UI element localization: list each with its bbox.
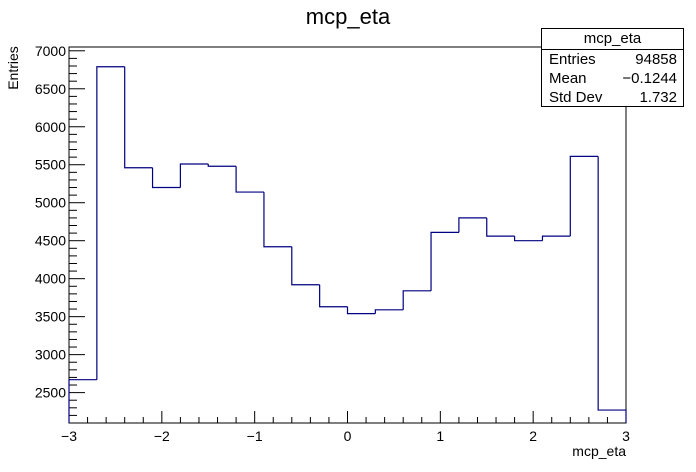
stats-value: −0.1244 [622, 70, 677, 87]
histogram-bin [96, 66, 125, 380]
x-tick-label: 0 [344, 428, 352, 444]
y-tick-label: 5500 [35, 157, 66, 173]
stats-label: Mean [549, 70, 587, 87]
y-tick-label: 4000 [35, 271, 66, 287]
histogram-bin [569, 155, 599, 237]
histogram-bin [319, 284, 348, 308]
histogram-bin [430, 231, 459, 291]
stats-value: 94858 [635, 51, 677, 68]
stats-row-mean: Mean −0.1244 [542, 69, 683, 88]
y-tick-label: 3500 [35, 309, 66, 325]
histogram-bin [402, 290, 432, 310]
stats-box: mcp_eta Entries 94858 Mean −0.1244 Std D… [541, 28, 684, 107]
y-axis-label: Entries [5, 46, 21, 90]
histogram-bin [68, 379, 97, 423]
histogram-bin [597, 156, 627, 423]
histogram-bin [291, 246, 320, 286]
histogram-bin [235, 166, 264, 193]
y-tick-label: 3000 [35, 347, 66, 363]
axis-tick-labels: −3 −2 −1 0 1 2 3 2500 3000 3500 4000 4500 5000 5500 60… [35, 43, 630, 444]
y-tick-label: 5000 [35, 195, 66, 211]
histogram-bin [207, 163, 237, 167]
histogram-bin [458, 217, 487, 233]
x-tick-label: −1 [247, 428, 263, 444]
y-tick-label: 4500 [35, 233, 66, 249]
y-tick-label: 6500 [35, 81, 66, 97]
histogram-bin [179, 163, 209, 188]
histogram-bins [68, 66, 627, 423]
stats-row-stddev: Std Dev 1.732 [542, 88, 683, 107]
histogram-bin [514, 236, 543, 242]
histogram-bin [124, 66, 153, 169]
histogram-bin [151, 167, 181, 189]
x-tick-label: 3 [622, 428, 630, 444]
histogram-bin [541, 235, 571, 241]
histogram-bin [486, 217, 515, 237]
histogram-bin [374, 309, 404, 314]
histogram-bin [346, 306, 376, 315]
stats-label: Std Dev [549, 89, 603, 106]
stats-title: mcp_eta [542, 29, 683, 50]
x-tick-label: 2 [529, 428, 537, 444]
stats-value: 1.732 [639, 89, 677, 106]
chart-title: mcp_eta [306, 4, 391, 29]
y-tick-label: 2500 [35, 385, 66, 401]
x-tick-label: −2 [154, 428, 170, 444]
y-tick-label: 6000 [35, 119, 66, 135]
x-axis-label: mcp_eta [572, 443, 626, 459]
stats-row-entries: Entries 94858 [542, 50, 683, 69]
y-tick-label: 7000 [35, 43, 66, 59]
x-tick-label: 1 [436, 428, 444, 444]
stats-label: Entries [549, 51, 596, 68]
histogram-bin [263, 192, 292, 248]
x-tick-label: −3 [61, 428, 77, 444]
